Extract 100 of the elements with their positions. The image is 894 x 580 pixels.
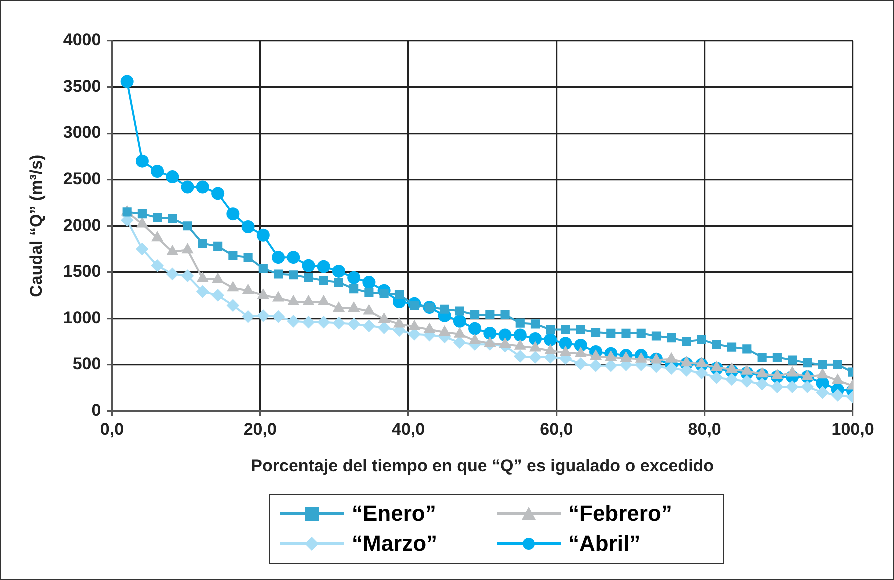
point: [802, 381, 814, 394]
x-tick-label: 40,0: [392, 420, 426, 440]
point: [758, 352, 767, 362]
point: [606, 328, 616, 338]
point: [544, 333, 558, 346]
point: [636, 353, 647, 363]
point: [212, 290, 224, 302]
point: [137, 218, 148, 228]
point: [468, 322, 482, 336]
point: [364, 305, 375, 315]
point: [212, 274, 224, 284]
point: [696, 367, 708, 380]
point: [228, 251, 238, 260]
point: [682, 337, 692, 346]
point: [394, 290, 404, 300]
point: [786, 381, 799, 394]
point: [514, 350, 526, 363]
point: [681, 357, 692, 367]
y-tick-label: 2500: [63, 170, 102, 189]
point: [151, 164, 164, 178]
point: [289, 270, 298, 280]
point: [712, 340, 722, 350]
x-tick-label: 100,0: [832, 420, 874, 440]
point: [620, 352, 632, 362]
point: [334, 302, 344, 312]
point: [303, 296, 314, 306]
point: [196, 180, 210, 194]
point: [667, 334, 676, 343]
point: [167, 246, 178, 256]
point: [318, 296, 330, 306]
point: [226, 208, 240, 221]
point: [574, 338, 588, 352]
point: [833, 360, 842, 370]
y-axis-title: Caudal “Q” (m³/s): [26, 154, 46, 298]
point: [317, 260, 330, 274]
point: [516, 318, 525, 328]
point: [605, 360, 618, 372]
point: [818, 360, 828, 370]
point: [484, 326, 497, 340]
point: [741, 376, 754, 388]
point: [817, 369, 828, 379]
point: [453, 314, 466, 328]
point: [166, 268, 179, 280]
point: [832, 374, 844, 384]
point: [362, 276, 376, 290]
y-tick-label: 1000: [63, 308, 102, 328]
point: [591, 328, 601, 338]
point: [273, 292, 284, 302]
point: [227, 300, 240, 312]
point: [498, 328, 512, 342]
point: [318, 316, 330, 328]
point: [244, 253, 253, 262]
point: [530, 352, 542, 364]
point: [258, 290, 269, 300]
point: [529, 332, 542, 346]
point: [212, 187, 225, 200]
legend-label: “Febrero”: [568, 501, 672, 527]
point: [726, 374, 738, 386]
point: [120, 75, 134, 88]
point: [348, 302, 360, 312]
point: [242, 310, 254, 323]
point: [332, 264, 346, 278]
point: [803, 358, 812, 368]
y-tick-label: 3500: [63, 76, 102, 96]
x-axis-title: Porcentaje del tiempo en que “Q” es igualado o excedido: [251, 456, 714, 476]
point: [256, 228, 270, 242]
point: [348, 318, 360, 330]
point: [788, 356, 798, 365]
point: [515, 340, 526, 350]
y-tick-label: 4000: [63, 30, 102, 50]
point: [214, 242, 223, 251]
point: [363, 320, 376, 332]
y-tick-label: 1500: [63, 262, 102, 282]
point: [772, 370, 783, 380]
point: [530, 320, 540, 329]
point: [622, 328, 631, 338]
point: [334, 278, 344, 288]
point: [378, 322, 390, 334]
point: [348, 271, 361, 284]
point: [122, 208, 132, 217]
point: [726, 364, 738, 374]
point: [287, 251, 300, 264]
point: [710, 372, 723, 384]
point: [136, 243, 148, 256]
point: [470, 334, 480, 344]
point: [198, 272, 208, 282]
y-tick-label: 500: [72, 354, 102, 374]
point: [454, 328, 466, 338]
point: [559, 337, 572, 350]
point: [138, 210, 147, 219]
point: [182, 244, 194, 254]
point: [546, 325, 556, 334]
point: [802, 370, 813, 380]
point: [440, 326, 450, 336]
point: [712, 362, 722, 372]
point: [787, 367, 798, 377]
point: [302, 316, 315, 328]
point: [136, 154, 149, 168]
point: [166, 170, 180, 184]
point: [228, 282, 239, 292]
